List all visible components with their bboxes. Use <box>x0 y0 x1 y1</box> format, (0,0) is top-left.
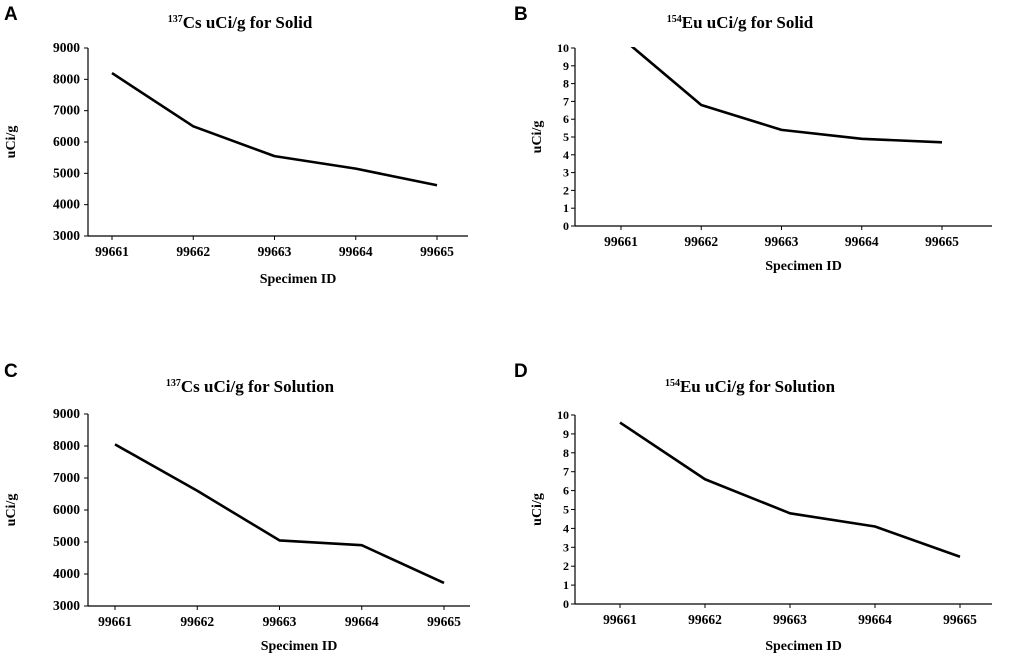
chart-panel-d: D 154Eu uCi/g for Solution 0 1 2 3 4 5 6 7 8 9 10 996… <box>514 361 992 654</box>
chart-title: 137Cs uCi/g for Solution <box>166 377 335 396</box>
isotope-superscript: 137 <box>166 378 181 389</box>
y-tick-label: 3000 <box>53 598 80 613</box>
y-tick-label: 3000 <box>53 228 80 243</box>
x-axis-title: Specimen ID <box>765 639 842 654</box>
y-tick-label: 0 <box>563 219 569 233</box>
y-tick-label: 8000 <box>53 71 80 86</box>
y-tick-label: 8 <box>563 446 569 460</box>
y-axis-title: uCi/g <box>4 494 19 527</box>
panel-letter: D <box>514 361 528 382</box>
y-tick-label: 9 <box>563 59 569 73</box>
y-tick-label: 6 <box>563 484 569 498</box>
chart-panel-a: A 137Cs uCi/g for Solid 3000 4000 5000 6000 70… <box>4 4 468 287</box>
isotope-superscript: 154 <box>665 378 680 389</box>
panel-letter: B <box>514 4 528 25</box>
title-text: Cs uCi/g for Solution <box>181 377 335 396</box>
x-tick-label: 99661 <box>604 234 638 249</box>
y-tick-label: 1 <box>563 578 569 592</box>
y-tick-label: 8 <box>563 77 569 91</box>
x-tick-label: 99665 <box>925 234 959 249</box>
series-line <box>619 421 961 558</box>
x-tick-label: 99661 <box>98 614 132 629</box>
y-tick-label: 7 <box>563 94 569 108</box>
y-tick-label: 4000 <box>53 566 80 581</box>
x-tick-label: 99665 <box>943 612 977 627</box>
y-axis-title: uCi/g <box>530 121 545 154</box>
title-text: Cs uCi/g for Solid <box>183 13 313 32</box>
x-tick-label: 99662 <box>180 614 214 629</box>
x-tick-label: 99664 <box>345 614 379 629</box>
x-tick-label: 99665 <box>427 614 461 629</box>
x-tick-label: 99662 <box>176 244 210 259</box>
y-tick-label: 7 <box>563 465 569 479</box>
y-tick-label: 10 <box>557 408 569 422</box>
y-tick-label: 7000 <box>53 470 80 485</box>
chart-title: 154Eu uCi/g for Solution <box>665 377 836 396</box>
isotope-superscript: 137 <box>168 14 183 25</box>
y-tick-label: 5000 <box>53 534 80 549</box>
y-tick-label: 7000 <box>53 103 80 118</box>
x-tick-label: 99663 <box>765 234 799 249</box>
x-tick-label: 99662 <box>688 612 722 627</box>
panel-letter: C <box>4 361 18 382</box>
y-tick-label: 5000 <box>53 165 80 180</box>
y-tick-label: 9000 <box>53 406 80 421</box>
isotope-superscript: 154 <box>667 14 682 25</box>
title-text: Eu uCi/g for Solution <box>680 377 836 396</box>
y-tick-label: 3 <box>563 166 569 180</box>
y-tick-label: 8000 <box>53 438 80 453</box>
y-tick-label: 2 <box>563 183 569 197</box>
x-tick-label: 99665 <box>420 244 454 259</box>
series-line <box>111 71 438 187</box>
x-tick-label: 99661 <box>603 612 637 627</box>
x-axis-title: Specimen ID <box>765 259 842 274</box>
y-tick-label: 9000 <box>53 40 80 55</box>
x-tick-label: 99664 <box>845 234 879 249</box>
y-tick-label: 3 <box>563 540 569 554</box>
y-tick-label: 4 <box>563 148 569 162</box>
x-tick-label: 99663 <box>263 614 297 629</box>
y-tick-label: 6000 <box>53 502 80 517</box>
y-tick-label: 5 <box>563 130 569 144</box>
y-tick-label: 4 <box>563 521 569 535</box>
chart-title: 154Eu uCi/g for Solid <box>667 13 814 32</box>
y-tick-label: 6 <box>563 112 569 126</box>
x-axis-title: Specimen ID <box>261 639 338 654</box>
x-tick-label: 99662 <box>684 234 718 249</box>
y-axis-title: uCi/g <box>4 126 19 159</box>
y-axis-title: uCi/g <box>530 493 545 526</box>
x-axis-title: Specimen ID <box>260 272 337 287</box>
series-line <box>630 47 943 144</box>
y-tick-label: 9 <box>563 427 569 441</box>
y-tick-label: 5 <box>563 503 569 517</box>
y-tick-label: 0 <box>563 597 569 611</box>
x-tick-label: 99664 <box>339 244 373 259</box>
title-text: Eu uCi/g for Solid <box>682 13 814 32</box>
y-tick-label: 10 <box>557 41 569 55</box>
chart-panel-c: C 137Cs uCi/g for Solution 3000 4000 5000 600… <box>4 361 470 654</box>
series-line <box>114 443 445 585</box>
x-tick-label: 99661 <box>95 244 129 259</box>
y-tick-label: 1 <box>563 201 569 215</box>
chart-panel-b: B 154Eu uCi/g for Solid 0 1 2 3 4 5 6 7 8 9 10 99661 9… <box>514 4 992 274</box>
x-tick-label: 99663 <box>773 612 807 627</box>
y-tick-label: 2 <box>563 559 569 573</box>
y-tick-label: 4000 <box>53 197 80 212</box>
x-tick-label: 99664 <box>858 612 892 627</box>
x-tick-label: 99663 <box>258 244 292 259</box>
chart-title: 137Cs uCi/g for Solid <box>168 13 313 32</box>
panel-letter: A <box>4 4 18 25</box>
y-tick-label: 6000 <box>53 134 80 149</box>
